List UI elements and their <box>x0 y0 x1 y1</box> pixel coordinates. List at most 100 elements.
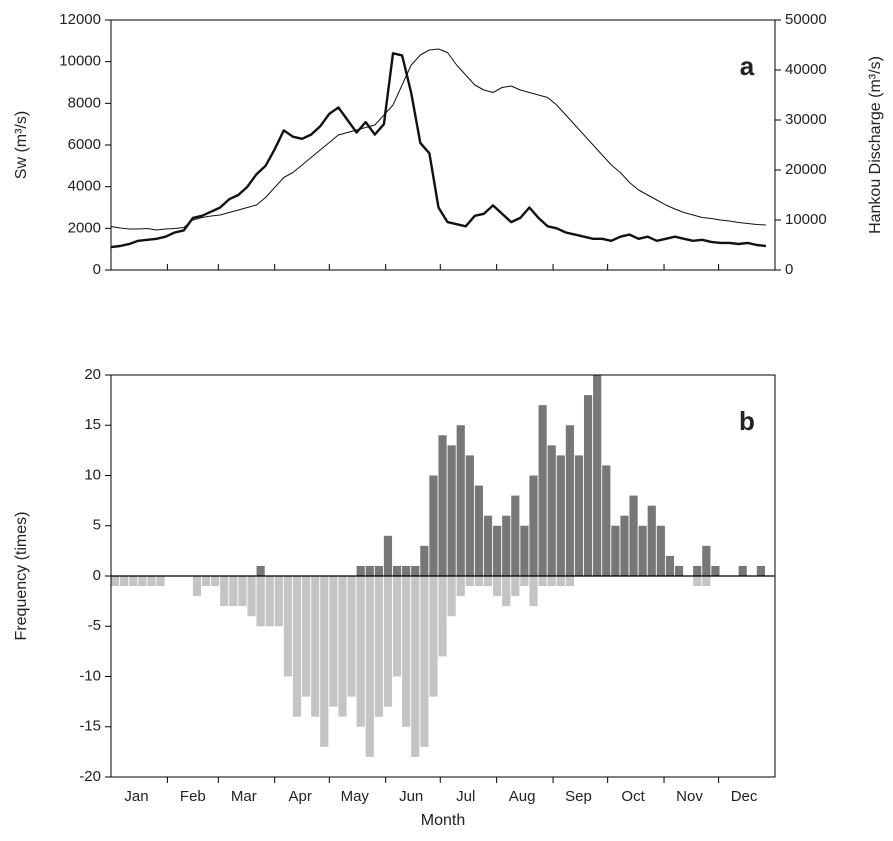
bar <box>392 576 402 677</box>
bar <box>374 576 383 717</box>
x-tick-label: Dec <box>731 788 758 805</box>
bar <box>456 576 465 597</box>
bar <box>201 576 211 587</box>
bar <box>538 576 547 587</box>
x-tick-label: Apr <box>289 788 312 805</box>
bar <box>392 565 402 576</box>
y2-tick-label: 50000 <box>785 11 827 28</box>
bar <box>702 576 711 587</box>
bar <box>265 576 274 627</box>
bar <box>547 445 556 576</box>
bar <box>574 455 584 576</box>
bar <box>374 565 383 576</box>
x-axis-label: Month <box>421 812 465 829</box>
bar <box>638 525 647 576</box>
bar <box>511 495 520 576</box>
bar <box>338 576 347 717</box>
bar <box>302 576 311 697</box>
bar <box>656 525 665 576</box>
bar <box>556 576 565 587</box>
y-tick-label: 20 <box>84 366 101 383</box>
bar <box>402 565 411 576</box>
bar <box>311 576 320 717</box>
bar <box>411 565 420 576</box>
bar <box>402 576 411 727</box>
panel-label: b <box>739 406 755 436</box>
y2-tick-label: 0 <box>785 261 793 278</box>
bar <box>211 576 220 587</box>
y-tick-label: 2000 <box>68 219 101 236</box>
bar <box>438 435 447 576</box>
bar <box>502 576 511 607</box>
bar <box>583 395 593 576</box>
y-tick-label: 6000 <box>68 136 101 153</box>
y-tick-label: 4000 <box>68 178 101 195</box>
y2-tick-label: 40000 <box>785 61 827 78</box>
x-tick-label: Jan <box>124 788 148 805</box>
bar <box>447 445 456 576</box>
bar <box>647 505 656 576</box>
bar <box>629 495 638 576</box>
bar <box>383 576 393 707</box>
bar <box>520 525 529 576</box>
bar <box>529 576 538 607</box>
bar <box>738 565 747 576</box>
y-axis-label: Sw (m³/s) <box>13 111 30 179</box>
bar <box>429 475 438 576</box>
bar <box>693 576 702 587</box>
bar <box>474 576 484 587</box>
x-tick-label: May <box>341 788 370 805</box>
y-tick-label: 0 <box>93 261 101 278</box>
y-tick-label: 5 <box>93 517 101 534</box>
y-tick-label: -5 <box>88 617 101 634</box>
x-tick-label: Jul <box>456 788 475 805</box>
bar <box>256 576 265 627</box>
bar <box>365 576 374 757</box>
y-tick-label: 10000 <box>59 53 101 70</box>
bar <box>229 576 238 607</box>
bar <box>247 576 256 617</box>
y2-axis-label: Hankou Discharge (m³/s) <box>867 56 884 234</box>
bar <box>274 576 283 627</box>
y-tick-label: -15 <box>79 718 101 735</box>
bar <box>238 576 247 607</box>
bar <box>511 576 520 597</box>
y2-tick-label: 10000 <box>785 211 827 228</box>
x-tick-label: Jun <box>399 788 423 805</box>
bar <box>256 565 265 576</box>
data-line <box>110 48 766 231</box>
bar <box>602 465 611 576</box>
bar <box>483 576 493 587</box>
bar <box>156 576 165 587</box>
y-tick-label: 15 <box>84 416 101 433</box>
y-tick-label: -10 <box>79 667 101 684</box>
bar <box>674 565 684 576</box>
bar <box>420 545 429 576</box>
y-tick-label: 0 <box>93 567 101 584</box>
bar <box>356 576 365 727</box>
panel-label: a <box>740 51 755 81</box>
bar <box>383 535 393 576</box>
bar <box>129 576 138 587</box>
bar <box>320 576 329 747</box>
bar <box>465 576 474 587</box>
bar <box>120 576 129 587</box>
bar <box>493 576 502 597</box>
bar <box>365 565 374 576</box>
bar <box>538 405 547 576</box>
bar <box>565 425 574 576</box>
bar <box>438 576 447 657</box>
bar <box>547 576 556 587</box>
y2-tick-label: 30000 <box>785 111 827 128</box>
bar <box>529 475 538 576</box>
x-tick-label: Nov <box>676 788 703 805</box>
bar <box>447 576 456 617</box>
bar <box>192 576 202 597</box>
bar <box>556 455 565 576</box>
bar <box>456 425 465 576</box>
y-axis-label: Frequency (times) <box>13 512 30 641</box>
bar <box>465 455 474 576</box>
bar <box>620 515 629 576</box>
y-tick-label: 8000 <box>68 94 101 111</box>
x-tick-label: Aug <box>509 788 536 805</box>
